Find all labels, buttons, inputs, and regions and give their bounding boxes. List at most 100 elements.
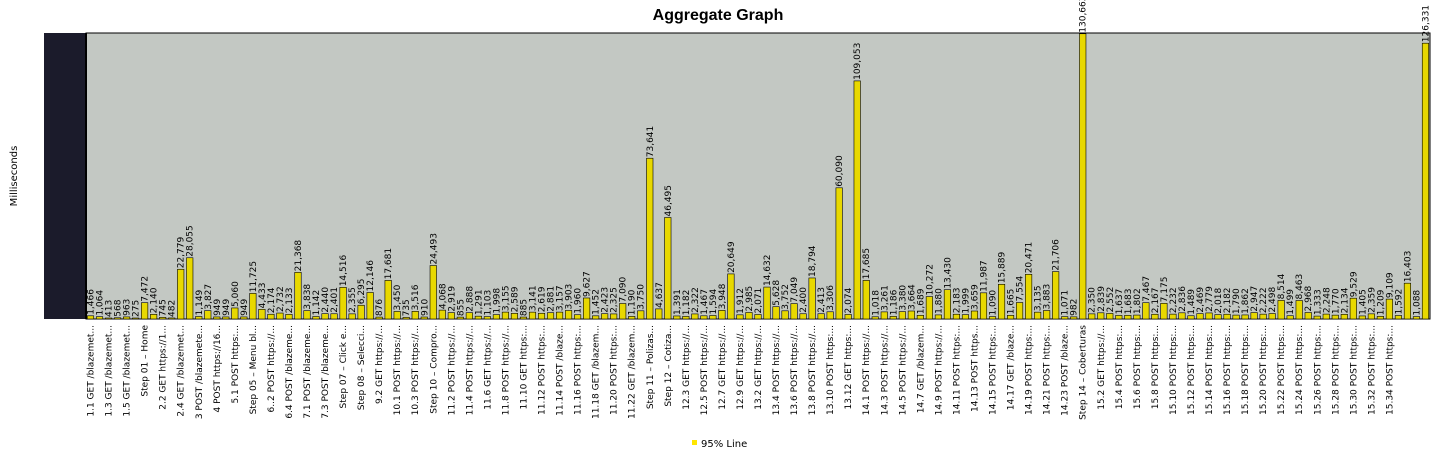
bar (1286, 315, 1294, 320)
bar (682, 316, 690, 320)
x-tick-label: 13.2 GET https://... (754, 325, 764, 410)
x-tick-label: 14.9 POST https://... (934, 325, 944, 415)
bar-value-label: 2,401 (330, 287, 340, 313)
bar (772, 306, 780, 320)
bar-value-label: 3,261 (880, 285, 890, 311)
bar-value-label: 11,725 (249, 261, 259, 293)
bar (1187, 315, 1195, 320)
bar (240, 316, 248, 320)
bar (817, 313, 825, 320)
bar (709, 315, 717, 320)
legend-label: 95% Line (701, 439, 747, 450)
chart-title: Aggregate Graph (653, 7, 784, 24)
bar (871, 316, 879, 320)
bar (447, 312, 455, 320)
x-tick-label: 2.2 GET https://1... (159, 325, 169, 410)
bar-value-label: 745 (159, 299, 169, 316)
bar-value-label: 2,167 (1151, 288, 1161, 314)
bar-value-label: 28,055 (186, 225, 196, 257)
bar-value-label: 9,627 (583, 271, 593, 297)
bar-value-label: 885 (519, 299, 529, 316)
bar (835, 187, 843, 320)
bar (754, 314, 762, 320)
bar-value-label: 2,222 (1259, 287, 1269, 313)
bar-value-label: 3,306 (826, 285, 836, 311)
x-tick-label: 11.20 POST https:... (610, 325, 620, 415)
x-tick-label: 1.1 GET /blazemet... (87, 325, 97, 417)
bar-value-label: 5,060 (231, 281, 241, 307)
bar-value-label: 2,968 (1304, 285, 1314, 311)
bar (862, 280, 870, 320)
x-tick-label: 15.2 GET https://... (1097, 325, 1107, 410)
bar (808, 277, 816, 320)
bar (249, 293, 257, 320)
bar-value-label: 2,919 (447, 286, 457, 312)
bar-value-label: 2,881 (547, 286, 557, 312)
bar (456, 316, 464, 320)
legend: 95% Line (692, 439, 747, 450)
bar (583, 297, 591, 320)
bar (592, 315, 600, 320)
bar-value-label: 60,090 (835, 155, 845, 187)
bar-value-label: 1,489 (1187, 289, 1197, 315)
x-tick-label: Step 11 – Polizas... (646, 325, 656, 409)
bar (1214, 314, 1222, 320)
bar-value-label: 3,752 (781, 284, 791, 310)
bar-value-label: 2,779 (1205, 286, 1215, 312)
bar-value-label: 17,681 (384, 248, 394, 280)
bar (1223, 313, 1231, 320)
bar (465, 312, 473, 320)
x-tick-label: 15.8 POST https:... (1151, 325, 1161, 409)
bar (114, 317, 122, 320)
bar (339, 287, 347, 320)
x-tick-label: Step 01 – Home (141, 325, 151, 397)
bar-value-label: 22,779 (177, 237, 187, 269)
bar (997, 284, 1006, 320)
bar-value-label: 2,350 (1088, 287, 1098, 313)
bar (763, 286, 771, 320)
x-tick-label: 11.18 GET /blazem... (592, 325, 602, 419)
x-tick-label: 14.13 POST https... (970, 325, 980, 412)
x-tick-label: 1.3 GET /blazemet... (105, 325, 115, 417)
x-tick-label: 14.15 POST https:... (989, 325, 999, 415)
bar-value-label: 1,466 (87, 289, 97, 315)
bar (1061, 316, 1069, 320)
bar (492, 314, 500, 320)
bar (1250, 312, 1258, 320)
x-tick-label: 15.4 POST https:... (1115, 325, 1125, 409)
bar-value-label: 7,049 (790, 277, 800, 303)
bar-value-label: 949 (222, 298, 232, 315)
bar (1385, 298, 1393, 320)
bar (402, 317, 410, 320)
bar-value-label: 2,325 (610, 287, 620, 313)
bar-value-label: 7,554 (1016, 275, 1026, 301)
bar-value-label: 3,141 (529, 285, 539, 311)
bar-value-label: 413 (105, 300, 115, 317)
bar-value-label: 1,862 (1241, 288, 1251, 314)
bar-value-label: 2,619 (538, 286, 548, 312)
bar (123, 316, 131, 320)
bar-value-label: 2,839 (1097, 286, 1107, 312)
bar-value-label: 2,423 (601, 287, 611, 313)
bar-value-label: 1,088 (1412, 290, 1422, 316)
x-tick-label: Step 10 – Compro... (429, 325, 439, 414)
x-tick-label: 13.8 POST https://... (808, 325, 818, 415)
bar (691, 313, 699, 320)
x-tick-label: 14.23 POST /blaze... (1061, 325, 1071, 416)
bar-value-label: 568 (114, 299, 124, 316)
bar (86, 315, 95, 320)
bar (1304, 312, 1312, 320)
x-tick-label: 13.6 POST https://... (790, 325, 800, 415)
bar (177, 268, 185, 320)
bar-value-label: 2,985 (745, 286, 755, 312)
bar-value-label: 6,295 (357, 278, 367, 304)
x-tick-label: 14.3 POST https://... (880, 325, 890, 415)
bar (880, 311, 888, 320)
bar-value-label: 2,355 (348, 287, 358, 313)
x-tick-label: 10.3 POST https://... (411, 325, 421, 415)
y-axis-ticks-block (44, 33, 86, 319)
bar-value-label: 7,175 (1160, 277, 1170, 303)
x-tick-label: 15.10 POST https:... (1169, 325, 1179, 415)
bar (1241, 314, 1249, 320)
